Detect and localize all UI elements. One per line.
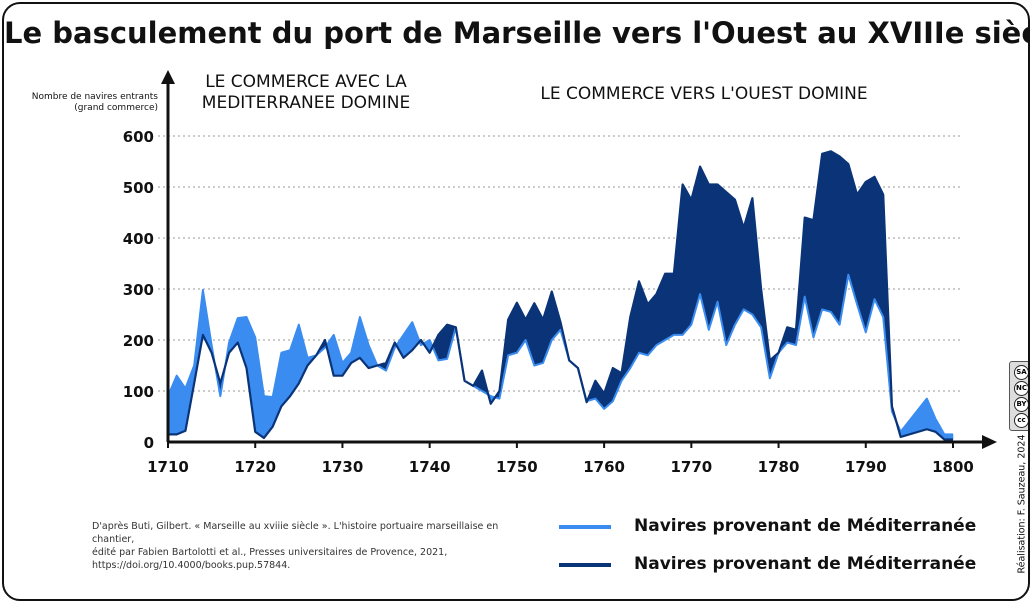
source-line1: D'après Buti, Gilbert. « Marseille au xv… bbox=[92, 521, 499, 545]
y-axis-label-line2: (grand commerce) bbox=[74, 103, 158, 113]
y-tick-label-0: 0 bbox=[144, 434, 154, 452]
chart-frame: Le basculement du port de Marseille vers… bbox=[2, 2, 1030, 601]
area-ouest bbox=[214, 150, 897, 422]
annotation-mediterranee-line2: MEDITERRANEE DOMINE bbox=[201, 93, 411, 113]
x-tick-label-1730: 1730 bbox=[322, 458, 364, 476]
x-axis-arrow-icon bbox=[982, 435, 997, 449]
series-line-mediterranee bbox=[167, 273, 953, 436]
legend-label-mediterranee: Navires provenant de Méditerranée bbox=[634, 516, 977, 536]
legend-item-mediterranee: Navires provenant de Méditerranée bbox=[559, 512, 989, 542]
cc-logo-icon: cc bbox=[1014, 413, 1028, 428]
cc-icon: SA bbox=[1014, 365, 1028, 380]
y-tick-label-300: 300 bbox=[123, 281, 154, 299]
annotation-mediterranee-line1: LE COMMERCE AVEC LA bbox=[205, 72, 407, 92]
x-tick-label-1720: 1720 bbox=[234, 458, 276, 476]
nc-icon: NC bbox=[1014, 381, 1028, 396]
source-line3: https://doi.org/10.4000/books.pup.57844. bbox=[92, 560, 291, 571]
legend-label-ouest: Navires provenant de Méditerranée bbox=[634, 554, 977, 574]
y-axis-label: Nombre de navires entrants (grand commer… bbox=[18, 92, 158, 114]
y-axis-label-line1: Nombre de navires entrants bbox=[31, 92, 158, 102]
credit: Réalisation: F. Sauzeau, 2024 bbox=[1012, 434, 1028, 574]
y-tick-label-600: 600 bbox=[123, 128, 154, 146]
source-citation: D'après Buti, Gilbert. « Marseille au xv… bbox=[92, 520, 532, 572]
y-tick-label-500: 500 bbox=[123, 179, 154, 197]
credit-text: Réalisation: F. Sauzeau, 2024 bbox=[1016, 434, 1028, 574]
series-line-ouest bbox=[168, 150, 953, 441]
creative-commons-badge: SA NC BY cc bbox=[1009, 361, 1028, 431]
x-tick-label-1770: 1770 bbox=[670, 458, 712, 476]
x-tick-label-1740: 1740 bbox=[409, 458, 451, 476]
legend-item-ouest: Navires provenant de Méditerranée bbox=[559, 550, 989, 580]
y-axis-arrow-icon bbox=[161, 70, 175, 84]
chart-plot: 0 100 200 300 400 500 600 1710 1720 1730 1740 1750 1… bbox=[123, 70, 997, 476]
annotation-ouest: LE COMMERCE VERS L'OUEST DOMINE bbox=[540, 84, 868, 104]
x-tick-label-1800: 1800 bbox=[932, 458, 974, 476]
legend-swatch-ouest bbox=[559, 563, 611, 567]
x-tick-label-1790: 1790 bbox=[845, 458, 887, 476]
x-tick-label-1780: 1780 bbox=[758, 458, 800, 476]
chart-title: Le basculement du port de Marseille vers… bbox=[4, 16, 1030, 50]
y-tick-label-400: 400 bbox=[123, 230, 154, 248]
legend-swatch-mediterranee bbox=[559, 525, 611, 529]
x-tick-label-1710: 1710 bbox=[147, 458, 189, 476]
y-tick-label-100: 100 bbox=[123, 383, 154, 401]
y-tick-label-200: 200 bbox=[123, 332, 154, 350]
x-tick-label-1760: 1760 bbox=[583, 458, 625, 476]
x-tick-label-1750: 1750 bbox=[496, 458, 538, 476]
by-icon: BY bbox=[1014, 397, 1028, 412]
source-line2: édité par Fabien Bartolotti et al., Pres… bbox=[92, 547, 448, 558]
annotation-mediterranee: LE COMMERCE AVEC LA MEDITERRANEE DOMINE bbox=[176, 72, 436, 114]
